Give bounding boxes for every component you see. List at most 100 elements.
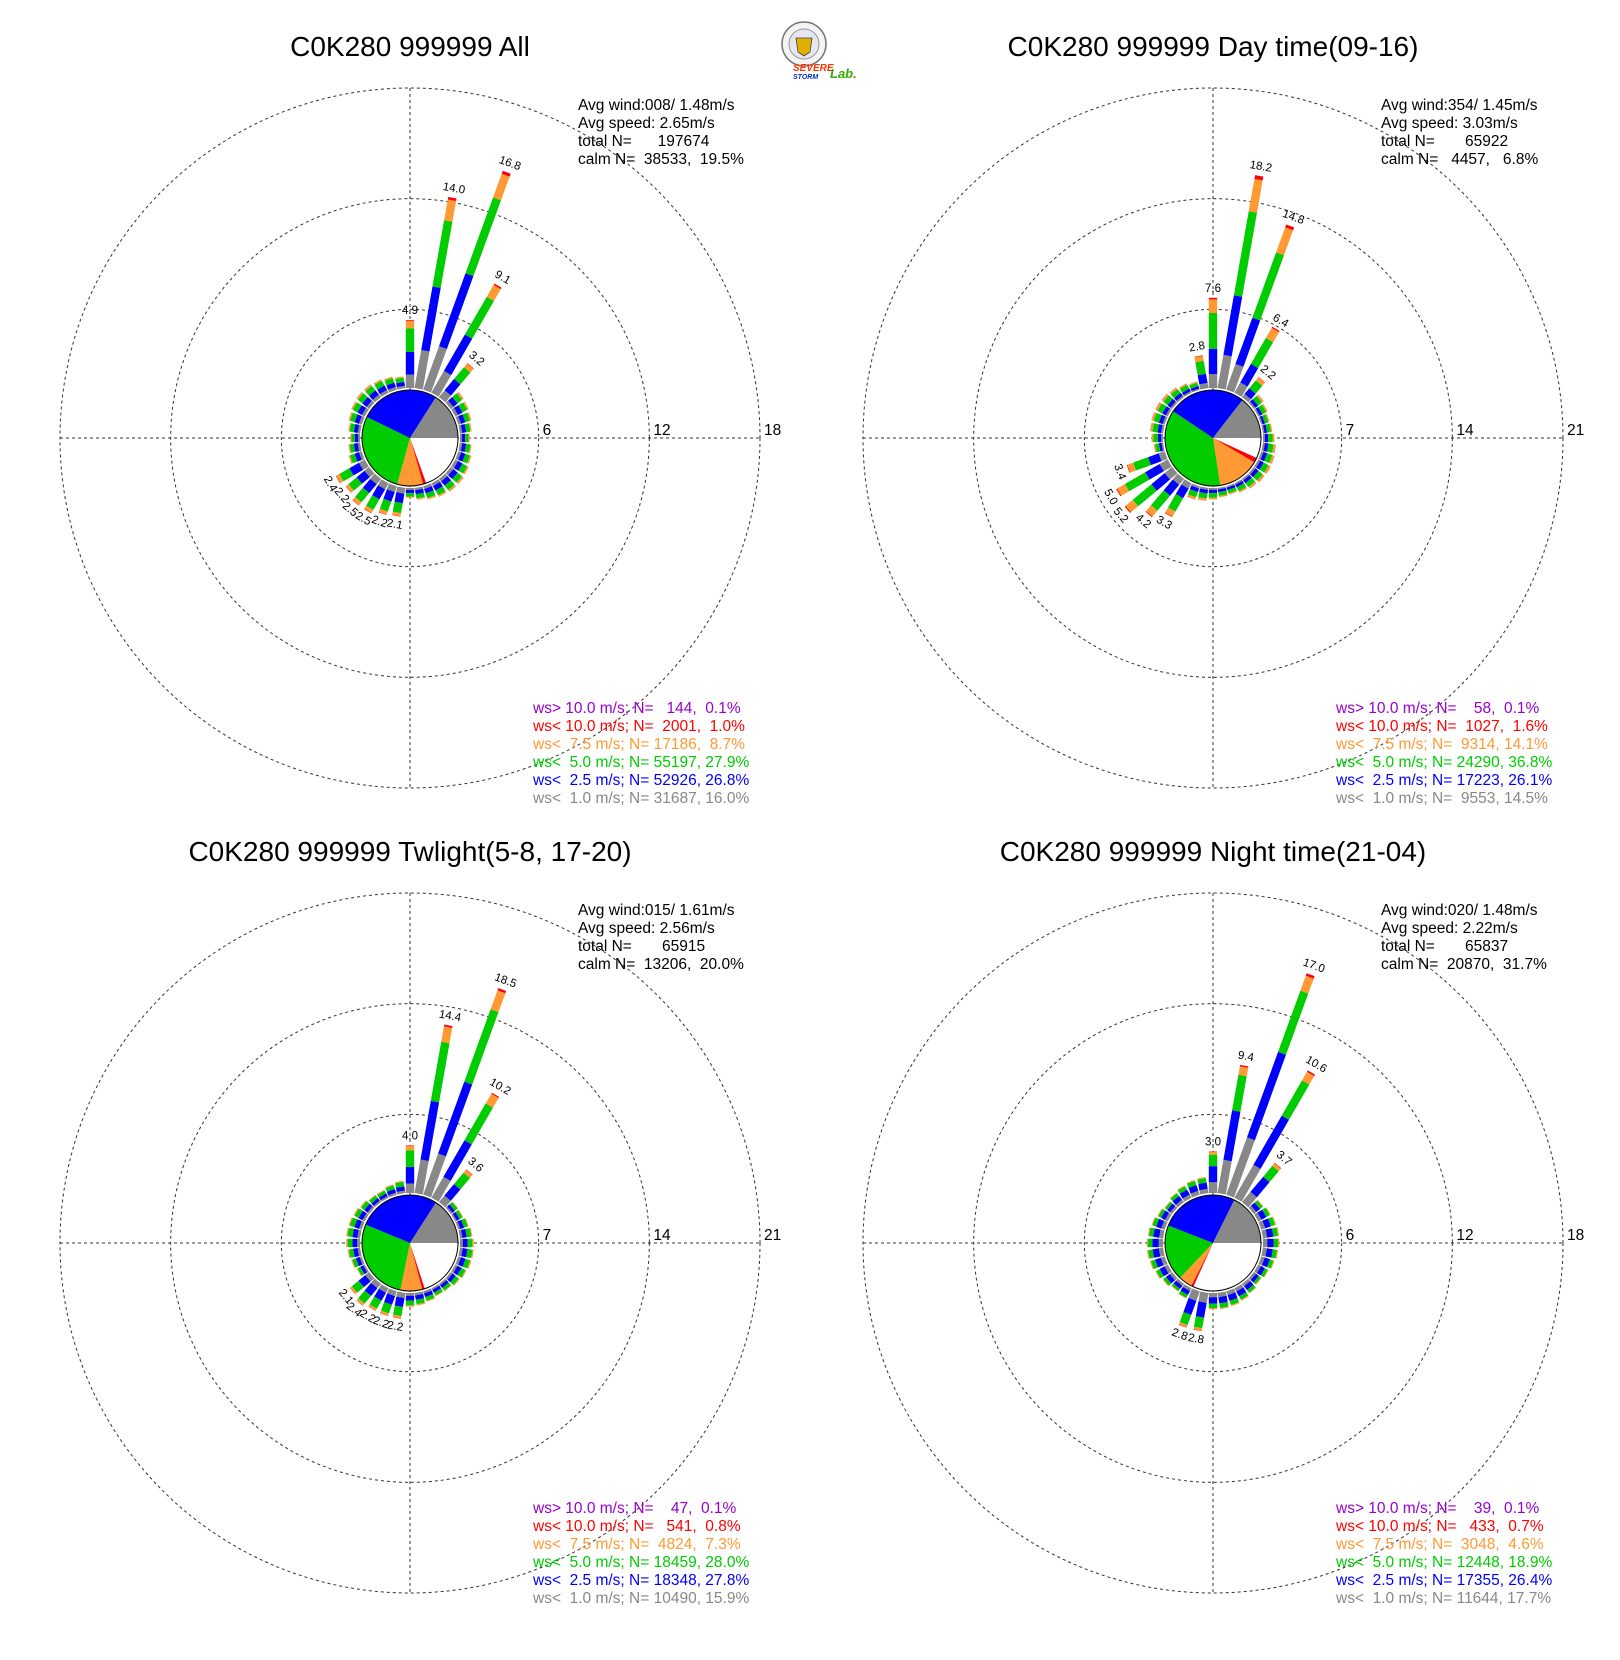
wind-bar [445,1201,459,1215]
legend-entry: ws< 5.0 m/s; N= 24290, 36.8% [1335,754,1552,771]
bar-segment [462,412,471,423]
bar-segment [490,990,506,1013]
logo-text-lab: Lab. [830,66,857,81]
wind-bar [356,392,375,410]
bar-segment [1232,1074,1247,1112]
legend-entry: ws< 1.0 m/s; N= 9553, 14.5% [1335,790,1548,807]
bar-segment [1264,465,1271,474]
bar-segment [405,496,415,498]
bar-segment [444,199,457,222]
bar-segment [348,477,362,491]
bar-segment [1250,399,1259,408]
bar-segment [1261,1247,1267,1257]
bar-segment [463,1169,473,1178]
bar-segment [1208,1308,1218,1310]
wind-bar [1248,466,1265,483]
bar-segment [1248,179,1263,213]
wind-bar [1258,451,1275,464]
bar-segment [1124,505,1131,513]
wind-bar [348,412,365,425]
bar-segment [1217,486,1227,490]
bar-segment [466,1248,473,1258]
calm-n: calm N= 4457, 6.8% [1381,151,1538,168]
legend-entry: ws< 2.5 m/s; N= 52926, 26.8% [532,772,749,789]
tick-label: 21 [764,1227,781,1244]
bar-value-label: 5.0 [1101,487,1119,507]
bar-segment [452,393,463,404]
bar-segment [356,1268,362,1277]
bar-segment [1126,464,1131,473]
bar-segment [462,1238,468,1248]
bar-segment [1267,1238,1274,1248]
bar-segment [1157,1208,1163,1217]
windrose-panel-twilight: C0K280 999999 Twlight(5-8, 17-20) 4.0 14.… [59,836,781,1607]
bar-segment [457,1267,466,1278]
bar-segment [1186,1179,1195,1184]
bar-segment [460,1238,463,1248]
bar-segment [355,1256,363,1267]
bar-segment [455,416,462,425]
bar-segment [372,485,386,500]
bar-segment [349,423,356,433]
bar-segment [415,492,425,499]
bar-segment [1265,1248,1273,1258]
bar-segment [1198,492,1208,499]
bar-segment [471,1249,474,1259]
bar-segment [1244,1281,1254,1291]
bar-segment [371,1278,382,1289]
wind-bar [1186,1179,1200,1198]
bar-segment [486,284,501,301]
bar-segment [1251,1202,1261,1212]
bar-segment [1152,1217,1159,1227]
wind-bar [1146,1238,1163,1248]
bar-segment [1268,433,1273,443]
bar-segment [1167,398,1176,408]
bar-segment [363,1264,369,1273]
bar-segment [386,382,396,390]
bar-value-label: 2.8 [1188,340,1206,355]
bar-segment [443,334,473,376]
bar-segment [1227,487,1237,494]
bar-segment [339,468,354,482]
wind-bar [1217,1291,1229,1310]
bar-segment [1151,412,1157,421]
legend-entry: ws< 10.0 m/s; N= 433, 0.7% [1335,1518,1544,1535]
bars-layer: 4.014.418.510.23.62.22.22.22.42.1 [336,972,518,1335]
wind-bar [353,1207,369,1222]
bar-segment [415,488,424,495]
bar-segment [353,1248,359,1257]
pie-layer [361,389,459,487]
bar-segment [467,455,472,464]
bar-segment [1167,1203,1176,1213]
bar-segment [353,424,360,433]
avg-wind: Avg wind:015/ 1.61m/s [578,902,735,919]
bar-segment [1263,424,1268,434]
bar-segment [448,469,458,479]
bar-segment [1152,423,1159,433]
bar-segment [376,1189,385,1195]
bar-segment [1171,1283,1180,1291]
panel-title: C0K280 999999 Night time(21-04) [1000,836,1426,867]
bar-segment [460,424,467,433]
bar-segment [414,1291,424,1296]
wind-bar [445,466,464,484]
bar-segment [358,451,365,460]
bar-segment [1161,442,1165,452]
pie-slice [410,438,426,485]
bar-segment [395,1181,405,1188]
bar-segment [371,1198,380,1206]
wind-bar [1162,1271,1178,1287]
avg-wind: Avg wind:020/ 1.48m/s [1381,902,1538,919]
bar-segment [469,444,472,453]
bar-value-label: 14.4 [438,1009,463,1025]
panel-title: C0K280 999999 Day time(09-16) [1008,31,1419,62]
bar-segment [378,1193,388,1201]
tick-label: 12 [1456,1227,1473,1244]
wind-bar: 9.4 [1217,1050,1255,1195]
bar-segment [1191,483,1200,489]
pie-slice [400,1243,423,1292]
bar-segment [405,374,415,388]
bar-segment [1199,382,1209,390]
bar-segment [1305,973,1315,979]
